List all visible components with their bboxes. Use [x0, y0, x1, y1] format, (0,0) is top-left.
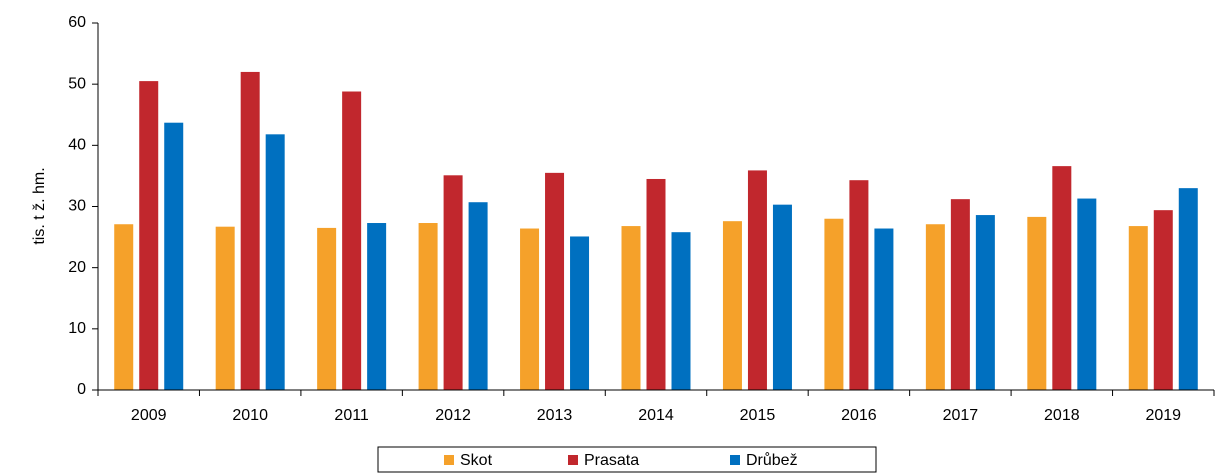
- legend-swatch: [568, 455, 578, 465]
- bar: [468, 202, 488, 390]
- x-tick-label: 2012: [435, 407, 471, 424]
- x-tick-label: 2009: [131, 407, 167, 424]
- bar: [1128, 226, 1148, 390]
- bar: [975, 215, 995, 390]
- bar: [443, 175, 463, 390]
- x-tick-label: 2011: [334, 407, 369, 424]
- x-tick-label: 2015: [740, 407, 776, 424]
- bar: [1052, 166, 1072, 390]
- bar: [772, 204, 792, 390]
- bar: [1077, 198, 1097, 390]
- bar: [722, 221, 742, 390]
- bar: [925, 224, 945, 390]
- bar: [215, 226, 235, 390]
- bar: [849, 180, 869, 390]
- bar: [950, 199, 970, 390]
- x-tick-label: 2018: [1044, 407, 1080, 424]
- bar: [1027, 216, 1047, 390]
- y-tick-label: 50: [68, 75, 86, 92]
- bar: [418, 223, 438, 390]
- y-tick-label: 60: [68, 14, 86, 31]
- bar: [1178, 188, 1198, 390]
- legend-swatch: [444, 455, 454, 465]
- y-axis-label: tis. t ž. hm.: [31, 167, 48, 244]
- bar: [1153, 210, 1173, 390]
- legend-label: Prasata: [584, 452, 639, 469]
- y-tick-label: 30: [68, 198, 86, 215]
- x-tick-label: 2010: [232, 407, 268, 424]
- x-tick-label: 2019: [1145, 407, 1181, 424]
- bar: [545, 172, 565, 390]
- bar: [520, 228, 540, 390]
- bar: [874, 228, 894, 390]
- bar: [646, 178, 666, 390]
- bar: [164, 122, 184, 391]
- y-tick-label: 20: [68, 259, 86, 276]
- legend-box: [377, 446, 877, 473]
- bar: [317, 227, 337, 390]
- legend-swatch: [730, 455, 740, 465]
- bar: [265, 134, 285, 390]
- y-tick-label: 10: [68, 320, 86, 337]
- x-tick-label: 2017: [943, 407, 979, 424]
- bar: [747, 170, 767, 390]
- bar: [139, 81, 159, 390]
- legend-label: Skot: [460, 452, 493, 469]
- bar: [114, 224, 134, 390]
- y-tick-label: 40: [68, 137, 86, 154]
- bar: [824, 218, 844, 390]
- y-tick-label: 0: [77, 381, 86, 398]
- bar: [621, 226, 641, 390]
- legend-label: Drůbež: [746, 451, 798, 469]
- bar: [367, 223, 387, 390]
- x-tick-label: 2013: [537, 407, 573, 424]
- bar: [570, 236, 590, 390]
- bar: [342, 91, 362, 391]
- bar: [240, 71, 260, 390]
- bar: [671, 232, 691, 390]
- x-tick-label: 2014: [638, 407, 674, 424]
- x-tick-label: 2016: [841, 407, 877, 424]
